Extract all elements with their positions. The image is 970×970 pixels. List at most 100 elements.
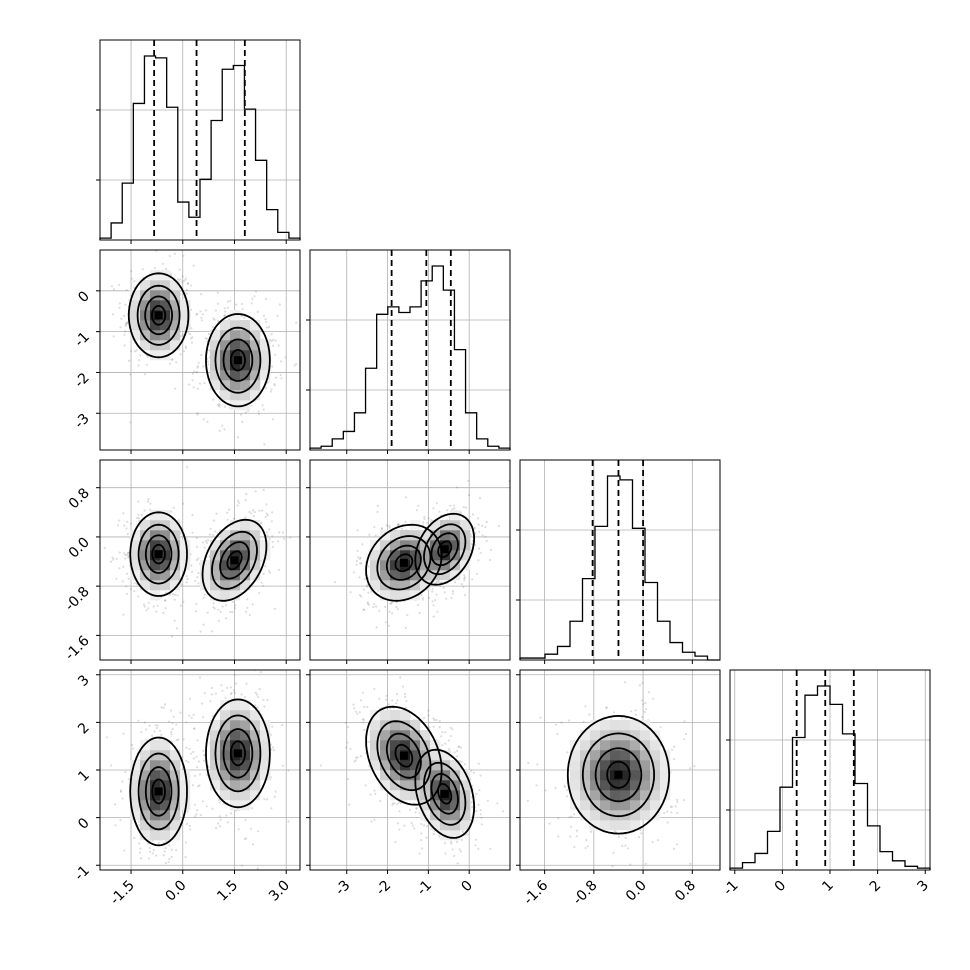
density-cell — [140, 340, 151, 351]
density-cell — [260, 360, 271, 371]
scatter-point — [202, 754, 206, 757]
density-cell — [430, 760, 441, 771]
scatter-point — [463, 763, 466, 766]
scatter-point — [157, 841, 160, 845]
scatter-point — [197, 572, 200, 575]
density-cell — [260, 760, 271, 771]
density-cells — [130, 270, 271, 411]
density-cell — [240, 320, 251, 331]
scatter-point — [396, 803, 399, 806]
scatter-point — [181, 333, 184, 336]
density-cell — [250, 390, 261, 401]
density-cell — [200, 560, 211, 571]
scatter-point — [181, 279, 184, 283]
scatter-point — [270, 388, 273, 391]
scatter-point — [395, 702, 398, 705]
scatter-point — [245, 682, 248, 686]
scatter-point — [192, 750, 195, 754]
density-cell — [400, 720, 411, 731]
density-cell — [140, 750, 151, 761]
scatter-point — [244, 499, 247, 502]
density-cell — [180, 320, 191, 331]
scatter-point — [497, 524, 500, 528]
scatter-point — [118, 567, 121, 570]
scatter-point — [433, 718, 436, 722]
density-cell — [240, 330, 251, 341]
contour-level-2 — [144, 295, 174, 336]
scatter-point — [164, 607, 167, 610]
scatter-point — [138, 359, 141, 362]
scatter-point — [218, 815, 221, 818]
density-cell — [140, 560, 151, 571]
scatter-point — [139, 847, 142, 850]
scatter-point — [372, 605, 375, 609]
density-cell — [130, 780, 141, 791]
scatter-point — [467, 494, 471, 497]
panels-layer — [96, 39, 931, 874]
scatter-point — [436, 610, 439, 613]
scatter-point — [170, 733, 173, 736]
scatter-point — [250, 404, 253, 407]
panel-frame — [99, 459, 301, 661]
contour-level-2 — [222, 338, 254, 382]
scatter-point — [376, 504, 379, 507]
scatter-point — [105, 736, 108, 739]
scatter-point — [281, 723, 284, 727]
density-cell — [440, 540, 451, 551]
scatter-point — [246, 606, 249, 610]
scatter-point — [152, 605, 155, 608]
scatter-point — [357, 556, 360, 559]
density-cell — [250, 750, 261, 761]
scatter-point — [164, 847, 167, 850]
scatter-point — [185, 346, 188, 350]
scatter-point — [192, 713, 195, 716]
scatter-point — [147, 607, 150, 610]
scatter-point — [196, 413, 199, 416]
scatter-point — [425, 825, 428, 828]
scatter-point — [192, 386, 195, 389]
density-cells — [130, 700, 271, 841]
density-cell — [440, 810, 451, 821]
density-cell — [260, 730, 271, 741]
density-cell — [230, 540, 241, 551]
scatter-point — [173, 598, 176, 601]
scatter-point — [455, 755, 458, 758]
scatter-point — [182, 600, 185, 603]
contour-level-0 — [205, 698, 271, 809]
scatter-point — [245, 493, 248, 496]
panel-content — [100, 250, 300, 450]
scatter-point — [171, 728, 174, 731]
density-cell — [170, 570, 181, 581]
scatter-point — [226, 821, 229, 824]
scatter-point — [244, 818, 247, 821]
density-cell — [380, 710, 391, 721]
contour-lines — [129, 698, 271, 847]
density-cell — [170, 820, 181, 831]
density-cell — [230, 350, 241, 361]
scatter-point — [246, 598, 249, 601]
scatter-point — [156, 604, 159, 607]
scatter-point — [182, 738, 185, 741]
density-cell — [240, 780, 251, 791]
density-cell — [240, 760, 251, 771]
scatter-point — [234, 604, 237, 607]
scatter-point — [176, 627, 179, 630]
scatter-point — [385, 694, 388, 698]
contour-level-2 — [144, 766, 173, 817]
scatter-point — [255, 290, 258, 293]
scatter-point — [250, 302, 253, 305]
scatter-point — [202, 623, 205, 626]
scatter-point — [184, 277, 187, 280]
scatter-point — [252, 515, 255, 518]
scatter-point — [196, 809, 199, 812]
scatter-point — [467, 479, 470, 482]
scatter-point — [420, 832, 423, 835]
scatter-point — [169, 272, 172, 275]
scatter-point — [446, 509, 449, 512]
scatter-point — [205, 805, 208, 808]
scatter-point — [226, 518, 229, 521]
scatter-point — [656, 839, 660, 842]
scatter-point — [223, 314, 227, 317]
scatter-point — [182, 502, 185, 505]
density-cell — [370, 570, 381, 581]
